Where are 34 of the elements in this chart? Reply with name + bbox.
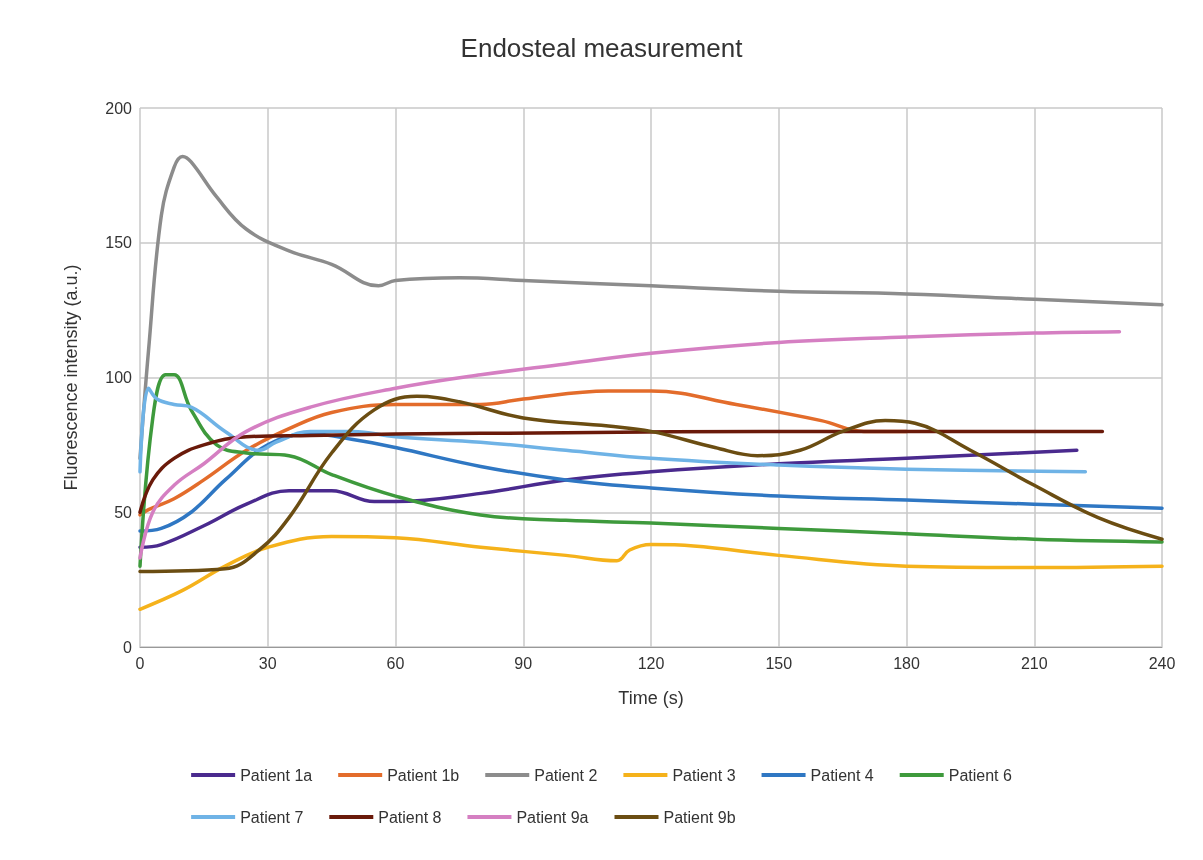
x-tick-label: 210: [1020, 654, 1048, 672]
legend-label: Patient 1b: [387, 766, 460, 784]
legend-label: Patient 3: [672, 766, 736, 784]
y-tick-label: 0: [123, 638, 133, 656]
x-tick-label: 60: [386, 654, 405, 672]
x-tick-label: 240: [1148, 654, 1176, 672]
x-tick-label: 180: [893, 654, 920, 672]
legend-label: Patient 2: [534, 766, 598, 784]
y-tick-label: 50: [114, 503, 133, 521]
chart-title: Endosteal measurement: [460, 33, 744, 63]
x-tick-label: 120: [637, 654, 665, 672]
x-tick-label: 0: [135, 654, 145, 672]
x-tick-label: 30: [258, 654, 277, 672]
line-series: [138, 534, 1164, 612]
legend-label: Patient 9a: [516, 808, 589, 826]
x-axis-title: Time (s): [618, 688, 684, 708]
line-series: [138, 329, 1122, 560]
x-tick-label: 90: [514, 654, 533, 672]
legend-label: Patient 4: [810, 766, 874, 784]
y-tick-label: 200: [105, 99, 133, 117]
legend-label: Patient 1a: [240, 766, 313, 784]
y-tick-label: 150: [105, 234, 133, 252]
line-series: [138, 448, 1079, 550]
legend-label: Patient 6: [948, 766, 1012, 784]
legend-label: Patient 8: [378, 808, 442, 826]
y-tick-label: 100: [105, 369, 133, 386]
legend-label: Patient 7: [240, 808, 304, 826]
x-tick-label: 150: [765, 654, 793, 672]
line-series: [138, 386, 1088, 474]
line-series: [138, 429, 1105, 514]
line-series: [138, 432, 1164, 533]
line-series: [138, 154, 1164, 461]
y-axis-title: Fluorescence intensity (a.u.): [61, 264, 81, 491]
legend-label: Patient 9b: [663, 808, 736, 826]
